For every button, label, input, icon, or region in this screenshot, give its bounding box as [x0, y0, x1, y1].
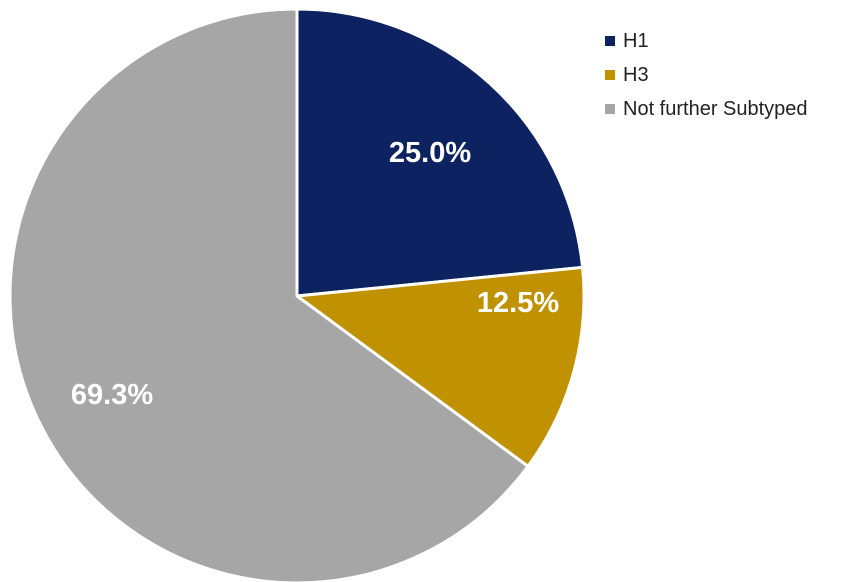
slice-label-h3: 12.5%	[477, 287, 559, 319]
legend-label: Not further Subtyped	[623, 97, 808, 120]
pie-slice-h1	[295, 7, 585, 298]
legend-swatch	[605, 36, 615, 46]
legend-label: H3	[623, 63, 649, 86]
pie-slice-not-further-subtyped	[8, 7, 530, 582]
slice-label-h1: 25.0%	[389, 137, 471, 169]
legend-item-not-further-subtyped: Not further Subtyped	[605, 92, 808, 126]
slice-labels: 25.0% 12.5% 69.3%	[71, 137, 559, 411]
pie-slice-h3	[295, 265, 586, 468]
legend-item-h1: H1	[605, 24, 808, 58]
legend-item-h3: H3	[605, 58, 808, 92]
pie-slices	[8, 7, 586, 582]
legend-swatch	[605, 70, 615, 80]
legend-swatch	[605, 104, 615, 114]
legend: H1 H3 Not further Subtyped	[605, 24, 808, 126]
slice-label-not-further-subtyped: 69.3%	[71, 379, 153, 411]
legend-label: H1	[623, 29, 649, 52]
